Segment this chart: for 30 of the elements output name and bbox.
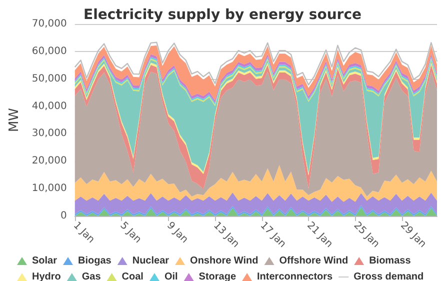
x-tick-label: 9 Jan [164,220,190,246]
x-tick-label: 1 Jan [71,220,96,246]
y-tick-label: 10,000 [32,183,67,194]
legend-label: Nuclear [132,256,170,266]
x-tick-label: 17 Jan [258,220,288,250]
line-series [74,42,438,86]
x-tick-label: 13 Jan [211,220,242,250]
y-tick-label: 20,000 [32,156,67,167]
y-tick-label: 70,000 [32,18,67,30]
x-tick-label: 5 Jan [118,220,144,246]
y-tick-label: 30,000 [32,128,67,140]
legend-label: Gas [82,272,102,281]
x-tick-label: 25 Jan [351,220,382,250]
y-tick-label: 60,000 [32,46,67,57]
x-tick-label: 29 Jan [398,220,428,250]
legend-label: Solar [32,256,58,266]
legend-label: Biomass [369,256,412,266]
x-tick-label: 21 Jan [304,220,335,250]
y-axis-title: MW [7,108,22,132]
legend-label: Onshore Wind [190,256,258,266]
legend-label: Gross demand [354,272,424,281]
legend-label: Coal [122,272,144,281]
legend-label: Offshore Wind [279,256,348,266]
y-tick-label: 40,000 [32,100,67,112]
y-tick-label: 50,000 [32,73,67,84]
y-tick-label: 0 [60,210,67,222]
legend-label: Interconnectors [257,272,334,281]
chart-title: Electricity supply by energy source [83,7,362,23]
legend-label: Oil [164,272,178,281]
legend-label: Biogas [78,256,112,266]
